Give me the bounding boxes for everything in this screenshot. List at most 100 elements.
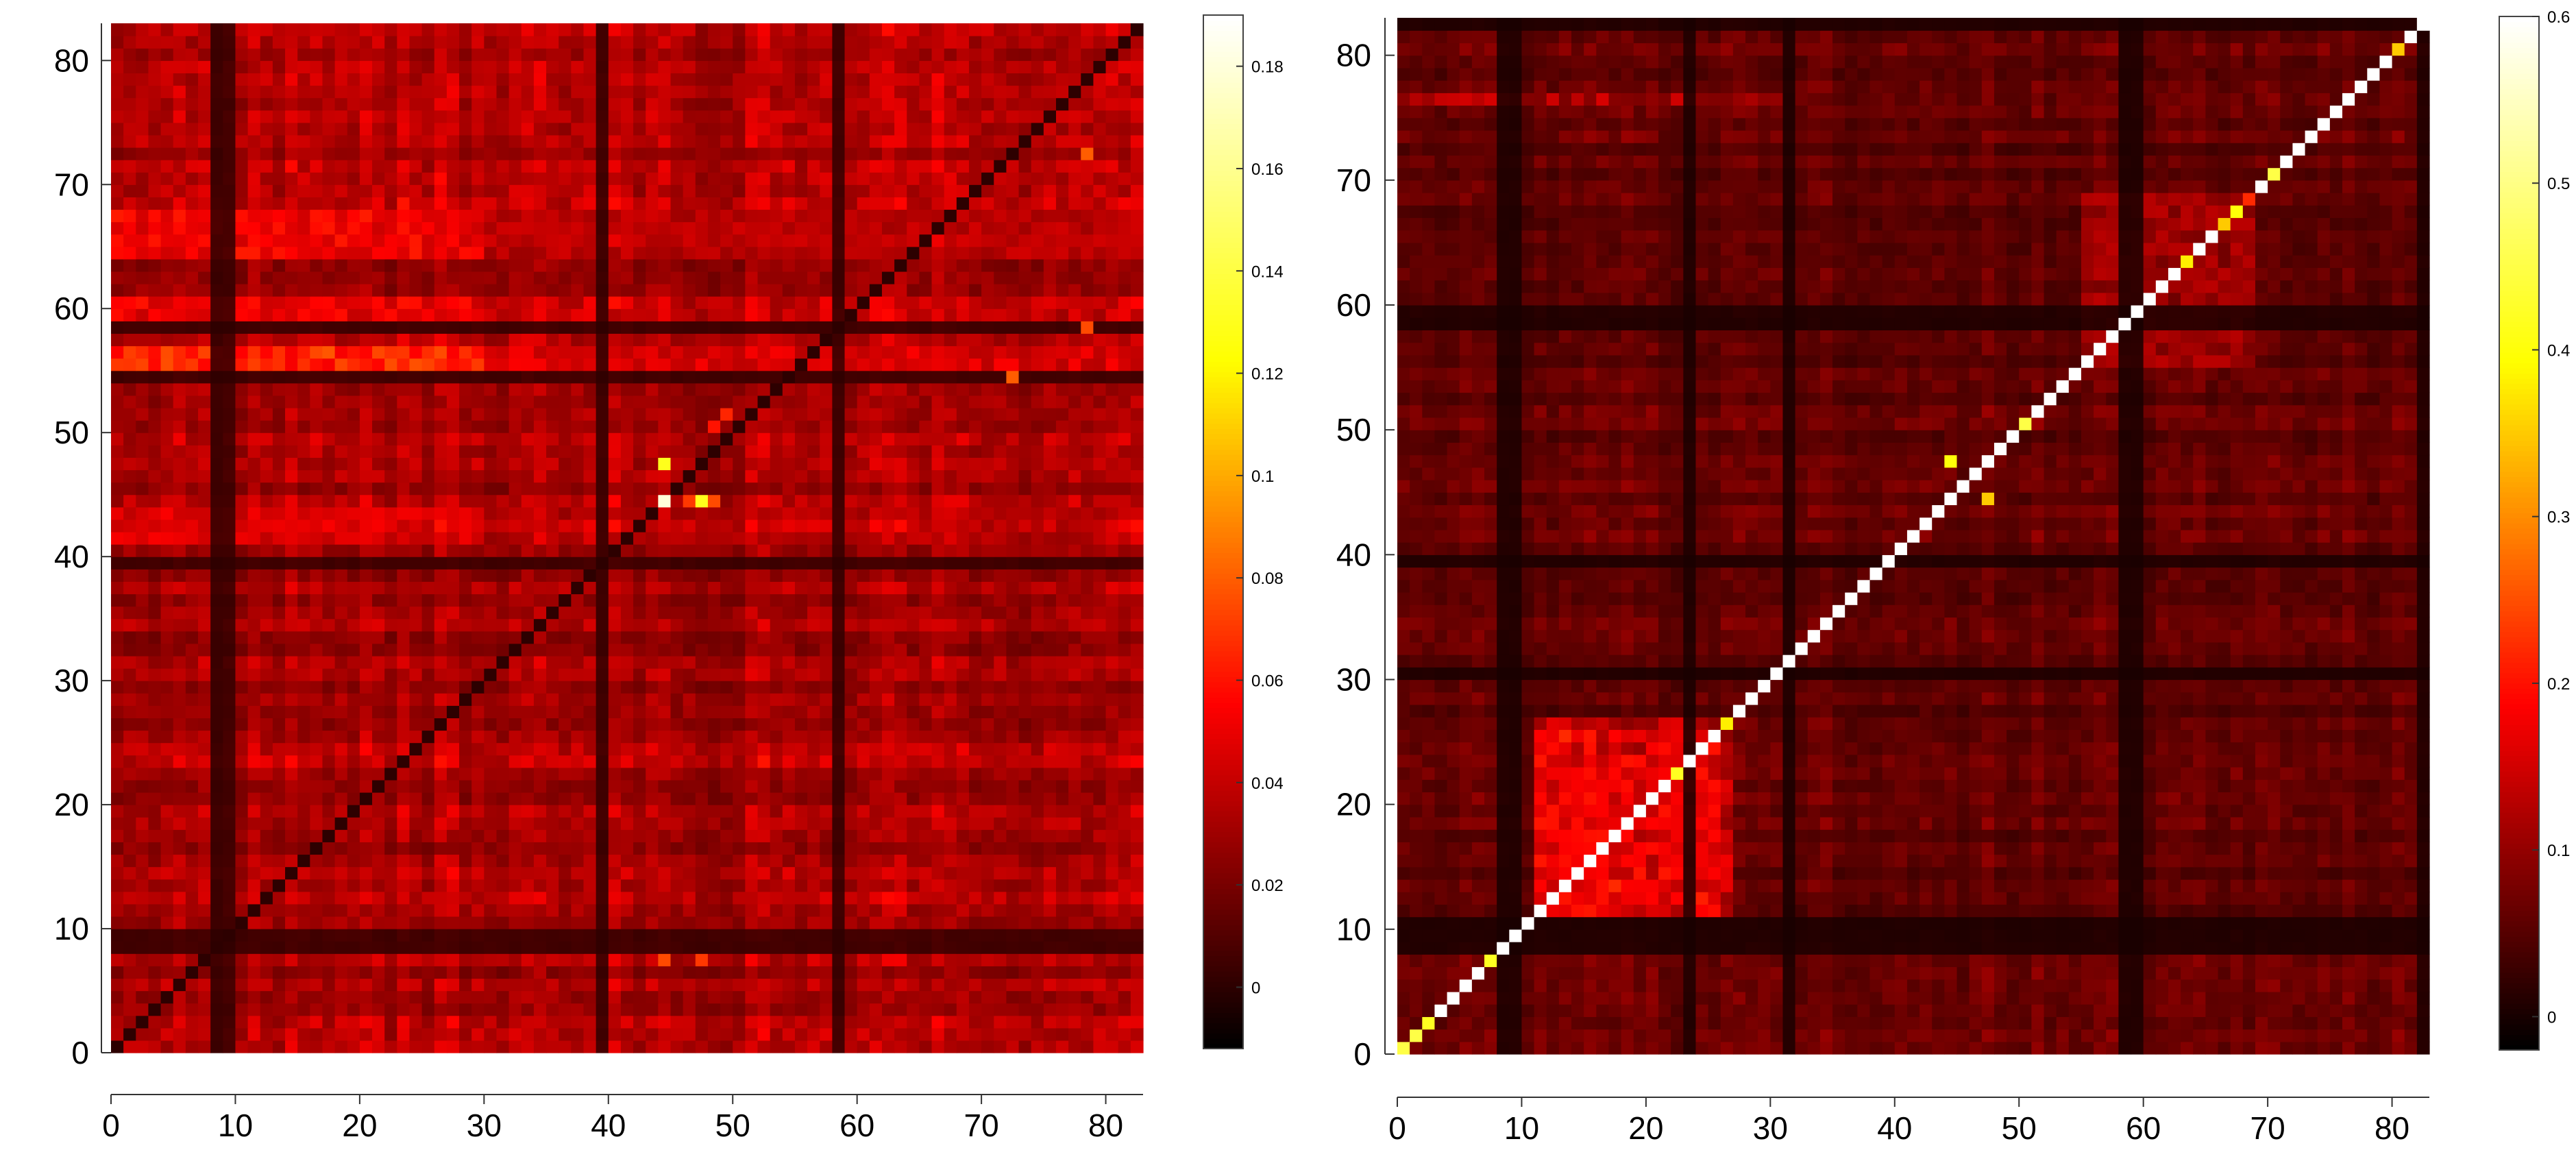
heatmap-cell [919,854,933,868]
heatmap-cell [210,482,223,496]
heatmap-cell [210,457,223,471]
heatmap-cell [533,1015,547,1029]
heatmap-cell [285,1040,298,1053]
heatmap-cell [322,916,336,929]
heatmap-cell [272,569,286,582]
heatmap-cell [285,891,298,905]
heatmap-cell [620,482,634,496]
heatmap-cell [571,594,585,607]
heatmap-cell [459,817,472,830]
heatmap-cell [1018,1040,1032,1053]
heatmap-cell [1105,805,1119,818]
heatmap-cell [670,482,684,496]
heatmap-cell [620,432,634,445]
heatmap-cell [832,953,846,966]
heatmap-cell [994,557,1007,570]
heatmap-cell [757,643,771,657]
heatmap-cell [745,854,759,868]
heatmap-cell [683,544,696,557]
heatmap-cell [334,395,348,408]
heatmap-cell [1031,681,1044,694]
heatmap-cell [1105,866,1119,880]
heatmap-cell [210,445,223,458]
heatmap-cell [757,966,771,979]
heatmap-cell [881,606,895,620]
heatmap-cell [508,1003,522,1016]
heatmap-cell [322,966,336,979]
heatmap-cell [683,1027,696,1041]
heatmap-cell [670,618,684,632]
heatmap-cell [446,829,460,842]
heatmap-cell [347,581,360,595]
heatmap-cell [1105,494,1119,508]
heatmap-cell [533,655,547,669]
heatmap-cell [173,854,186,868]
heatmap-cell [508,432,522,445]
heatmap-cell [1018,457,1032,471]
heatmap-cell [111,469,124,483]
heatmap-cell [434,1040,447,1053]
heatmap-cell [359,382,373,396]
heatmap-cell [359,693,373,706]
heatmap-cell [733,482,746,496]
heatmap-cell [944,1027,957,1041]
heatmap-cell [334,718,348,731]
heatmap-cell [359,594,373,607]
heatmap-cell [745,779,759,793]
heatmap-cell [832,693,846,706]
heatmap-cell [148,594,162,607]
heatmap-cell [210,866,223,880]
heatmap-cell [745,445,759,458]
heatmap-cell [1105,842,1119,855]
heatmap-cell [733,1003,746,1016]
heatmap-cell [1055,879,1069,892]
heatmap-cell [1043,445,1057,458]
heatmap-cell [347,792,360,805]
heatmap-cell [1055,1003,1069,1016]
heatmap-cell [832,531,846,545]
heatmap-cell [508,308,522,321]
heatmap-cell [782,742,796,756]
heatmap-cell [596,891,609,905]
heatmap-cell [670,531,684,545]
heatmap-cell [907,755,920,768]
heatmap-cell [596,395,609,408]
heatmap-cell [931,631,945,644]
heatmap-cell [1043,618,1057,632]
heatmap-cell [820,767,833,781]
heatmap-cell [745,494,759,508]
heatmap-cell [421,866,435,880]
heatmap-cell [459,420,472,433]
heatmap-cell [173,1027,186,1041]
heatmap-cell [409,742,423,756]
heatmap-cell [136,308,149,321]
heatmap-cell [683,345,696,359]
heatmap-cell [720,668,733,681]
heatmap-cell [272,382,286,396]
heatmap-cell [571,457,585,471]
heatmap-cell [994,569,1007,582]
heatmap-cell [857,792,870,805]
heatmap-cell [421,941,435,954]
heatmap-cell [869,457,883,471]
heatmap-cell [832,407,846,421]
heatmap-cell [521,929,535,942]
heatmap-cell [123,842,136,855]
heatmap-cell [136,631,149,644]
heatmap-cell [223,978,236,992]
heatmap-cell [881,557,895,570]
heatmap-cell [235,308,249,321]
heatmap-cell [247,333,261,347]
heatmap-cell [409,767,423,781]
heatmap-cell [546,469,559,483]
heatmap-cell [646,941,659,954]
heatmap-cell [770,569,783,582]
heatmap-cell [235,1027,249,1041]
heatmap-cell [123,693,136,706]
heatmap-cell [1118,606,1131,620]
heatmap-cell [459,879,472,892]
heatmap-cell [968,929,982,942]
heatmap-cell [733,953,746,966]
heatmap-cell [471,519,484,533]
heatmap-cell [484,668,498,681]
